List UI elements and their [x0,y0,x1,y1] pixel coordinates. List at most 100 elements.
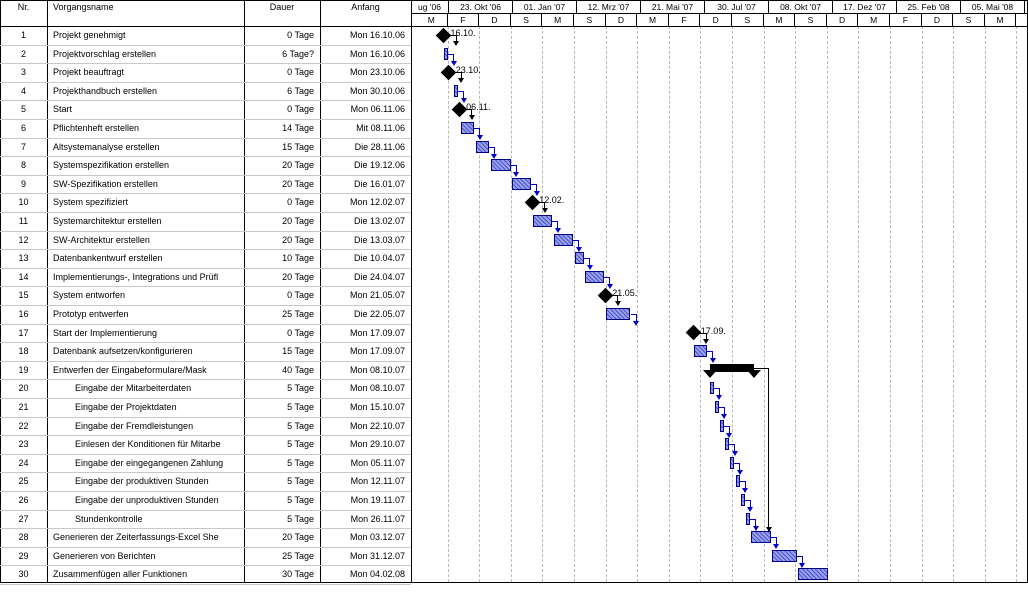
task-name[interactable]: Implementierungs-, Integrations und Prüf… [53,271,219,282]
task-duration[interactable]: 0 Tage [287,197,314,208]
task-bar[interactable] [460,122,474,134]
task-bar[interactable] [475,140,489,153]
task-start[interactable]: Mon 23.10.06 [349,67,405,78]
task-bar[interactable] [772,549,797,562]
table-row[interactable]: 4 Projekthandbuch erstellen 6 Tage Mon 30.1… [0,82,411,101]
task-name[interactable]: Systemarchitektur erstellen [53,216,162,226]
table-row[interactable]: 12 SW-Architektur erstellen 20 Tage Die 13.… [0,231,411,250]
task-start[interactable]: Mon 04.02.08 [349,569,405,580]
table-row[interactable]: 25 Eingabe der produktiven Stunden 5 Tage M… [0,472,411,491]
task-bar[interactable] [585,270,605,283]
task-bar[interactable] [693,345,708,358]
task-name[interactable]: Eingabe der Fremdleistungen [75,420,194,431]
task-name[interactable]: Datenbankentwurf erstellen [53,253,163,264]
task-bar[interactable] [751,531,771,544]
task-name[interactable]: Prototyp entwerfen [53,309,129,319]
task-start[interactable]: Mon 06.11.06 [350,104,405,115]
table-row[interactable]: 8 Systemspezifikation erstellen 20 Tage Die… [0,156,411,175]
task-duration[interactable]: 20 Tage [282,216,314,226]
task-duration[interactable]: 0 Tage [287,67,314,78]
task-name[interactable]: SW-Spezifikation erstellen [53,178,158,189]
table-row[interactable]: 18 Datenbank aufsetzen/konfigurieren 15 Ta… [0,342,411,361]
task-bar[interactable] [740,494,745,506]
task-duration[interactable]: 5 Tage [287,513,314,524]
header-start[interactable]: Anfang [351,2,380,12]
task-duration[interactable]: 25 Tage [282,550,314,561]
task-bar[interactable] [574,252,585,265]
task-start[interactable]: Mon 12.11.07 [350,476,405,487]
task-start[interactable]: Mon 17.09.07 [349,327,405,338]
table-row[interactable]: 24 Eingabe der eingegangenen Zahlung 5 Tag… [0,454,411,473]
task-start[interactable]: Mon 05.11.07 [350,457,405,468]
table-row[interactable]: 29 Generieren von Berichten 25 Tage Mon 31.… [0,547,411,566]
task-duration[interactable]: 20 Tage [282,160,314,171]
task-duration[interactable]: 15 Tage [282,346,314,357]
table-row[interactable]: 9 SW-Spezifikation erstellen 20 Tage Die 16… [0,175,411,194]
task-duration[interactable]: 15 Tage [282,141,314,152]
task-duration[interactable]: 5 Tage [287,457,314,468]
task-bar[interactable] [798,568,828,581]
task-name[interactable]: Eingabe der Mitarbeiterdaten [75,383,192,394]
task-duration[interactable]: 40 Tage [282,364,314,375]
task-bar[interactable] [491,159,511,172]
header-nr[interactable]: Nr. [17,2,30,12]
task-start[interactable]: Die 13.02.07 [353,216,405,226]
task-start[interactable]: Mon 12.02.07 [349,197,405,208]
table-row[interactable]: 3 Projekt beauftragt 0 Tage Mon 23.10.06 [0,63,411,82]
table-row[interactable]: 26 Eingabe der unproduktiven Stunden 5 Tag… [0,491,411,510]
task-name[interactable]: Eingabe der unproduktiven Stunden [75,495,219,505]
task-name[interactable]: Einlesen der Konditionen für Mitarbe [75,439,221,450]
task-duration[interactable]: 5 Tage [287,383,314,394]
task-start[interactable]: Mon 08.10.07 [349,364,405,375]
table-row[interactable]: 21 Eingabe der Projektdaten 5 Tage Mon 15.1… [0,398,411,417]
task-duration[interactable]: 5 Tage [287,420,314,431]
summary-bar[interactable] [709,363,755,372]
table-row[interactable]: 5 Start 0 Tage Mon 06.11.06 [0,100,411,119]
task-start[interactable]: Mon 17.09.07 [349,346,405,357]
task-bar[interactable] [605,308,631,320]
task-duration[interactable]: 20 Tage [282,271,314,282]
task-duration[interactable]: 5 Tage [287,439,314,450]
task-name[interactable]: System spezifiziert [53,197,129,208]
task-start[interactable]: Mon 26.11.07 [350,513,405,524]
task-duration[interactable]: 0 Tage [287,327,314,338]
table-row[interactable]: 6 Pflichtenheft erstellen 14 Tage Mit 08.11… [0,119,411,138]
table-row[interactable]: 16 Prototyp entwerfen 25 Tage Die 22.05.07 [0,305,411,324]
task-duration[interactable]: 20 Tage [282,532,314,543]
task-name[interactable]: System entworfen [53,290,126,301]
task-start[interactable]: Die 22.05.07 [353,309,405,319]
task-duration[interactable]: 10 Tage [282,253,314,264]
task-start[interactable]: Mon 08.10.07 [349,383,405,394]
table-row[interactable]: 1 Projekt genehmigt 0 Tage Mon 16.10.06 [0,26,411,45]
task-start[interactable]: Mon 29.10.07 [349,439,405,450]
table-row[interactable]: 27 Stundenkontrolle 5 Tage Mon 26.11.07 [0,510,411,529]
task-start[interactable]: Mon 22.10.07 [349,420,405,431]
task-bar[interactable] [512,177,532,190]
task-name[interactable]: Eingabe der Projektdaten [75,402,177,412]
task-name[interactable]: Start der Implementierung [53,327,158,338]
task-bar[interactable] [453,84,459,97]
task-duration[interactable]: 0 Tage [287,104,314,115]
task-start[interactable]: Die 28.11.06 [354,141,405,152]
task-name[interactable]: SW-Architektur erstellen [53,234,150,245]
table-row[interactable]: 15 System entworfen 0 Tage Mon 21.05.07 [0,286,411,305]
task-name[interactable]: Start [53,104,73,115]
task-start[interactable]: Mon 19.11.07 [350,495,405,505]
table-row[interactable]: 20 Eingabe der Mitarbeiterdaten 5 Tage Mon … [0,379,411,398]
task-name[interactable]: Projekt beauftragt [53,67,125,78]
task-duration[interactable]: 6 Tage? [282,48,314,59]
task-duration[interactable]: 0 Tage [287,30,314,40]
task-name[interactable]: Projektvorschlag erstellen [53,48,157,59]
task-duration[interactable]: 20 Tage [282,178,314,189]
task-name[interactable]: Generieren von Berichten [53,550,156,561]
table-row[interactable]: 14 Implementierungs-, Integrations und Pr… [0,268,411,287]
header-duration[interactable]: Dauer [269,2,295,12]
table-row[interactable]: 17 Start der Implementierung 0 Tage Mon 17.… [0,324,411,343]
table-row[interactable]: 23 Einlesen der Konditionen für Mitarbe 5 … [0,435,411,454]
task-duration[interactable]: 0 Tage [287,290,314,301]
table-row[interactable]: 2 Projektvorschlag erstellen 6 Tage? Mon 16… [0,45,411,64]
task-duration[interactable]: 30 Tage [282,569,314,580]
task-name[interactable]: Projekthandbuch erstellen [53,85,158,96]
task-bar[interactable] [735,475,740,488]
task-bar[interactable] [709,382,714,395]
